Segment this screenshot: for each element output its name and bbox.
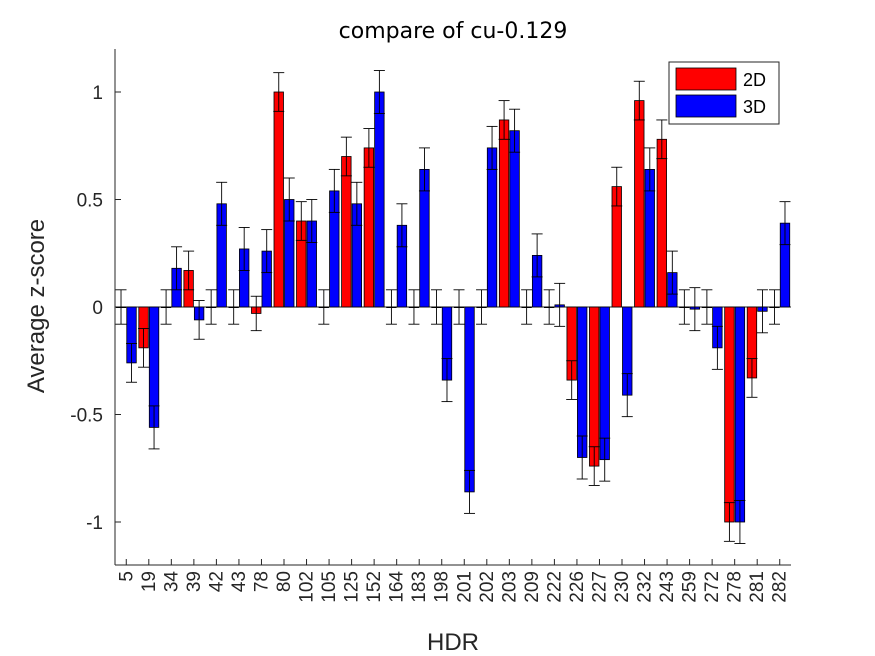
y-tick-label: 0.5 — [77, 191, 103, 212]
bar-3d-278 — [734, 306, 746, 523]
x-tick-label: 222 — [544, 571, 565, 603]
x-tick-label: 232 — [635, 571, 656, 603]
x-tick-label: 78 — [251, 571, 272, 592]
y-tick-label: 0 — [92, 298, 103, 319]
x-tick-label: 43 — [229, 571, 250, 592]
chart-title: compare of cu-0.129 — [339, 19, 568, 44]
legend-swatch-3d — [675, 94, 737, 118]
x-tick-label: 209 — [522, 571, 543, 603]
bar-2d-80 — [273, 91, 284, 308]
x-tick-label: 183 — [409, 571, 430, 603]
y-tick-label: -0.5 — [70, 406, 103, 427]
bar-2d-227 — [589, 306, 600, 467]
legend-label-3d: 3D — [743, 97, 766, 117]
x-axis-label: HDR — [427, 629, 479, 656]
bar-3d-203 — [509, 130, 520, 308]
x-tick-label: 34 — [161, 571, 182, 593]
x-tick-label: 125 — [342, 571, 363, 603]
x-tick-label: 202 — [477, 571, 498, 603]
x-tick-label: 102 — [297, 571, 318, 603]
x-tick-label: 5 — [116, 571, 137, 582]
bar-3d-152 — [374, 91, 385, 308]
x-tick-label: 272 — [702, 571, 723, 603]
bar-3d-202 — [486, 147, 498, 308]
legend-swatch-2d — [675, 67, 737, 91]
bar-2d-278 — [724, 306, 735, 523]
bar-3d-201 — [464, 306, 475, 493]
x-tick-label: 42 — [206, 571, 227, 592]
bar-2d-203 — [498, 119, 510, 308]
y-tick-label: -1 — [86, 513, 103, 534]
bar-2d-152 — [363, 147, 375, 308]
x-tick-label: 80 — [274, 571, 295, 592]
x-tick-label: 152 — [364, 571, 385, 603]
plot-area: -1 -0.5 0 0.5 1 5 19 34 39 42 43 78 80 102 105 125 152 16… — [70, 49, 791, 603]
x-tick-label: 201 — [454, 571, 475, 603]
x-tick-label: 281 — [747, 571, 768, 603]
bar-2d-232 — [634, 100, 645, 308]
x-tick-label: 198 — [432, 571, 453, 603]
x-tick-label: 164 — [387, 571, 408, 603]
x-tick-label: 203 — [499, 571, 520, 603]
bar-3d-226 — [577, 306, 588, 458]
legend-label-2d: 2D — [743, 70, 766, 90]
x-tick-label: 19 — [139, 571, 160, 592]
x-tick-label: 227 — [589, 571, 610, 603]
bar-2d-243 — [656, 138, 667, 308]
x-tick-label: 39 — [184, 571, 205, 592]
bar-3d-227 — [599, 306, 610, 461]
x-tick-label: 105 — [319, 571, 340, 603]
y-axis-label: Average z-score — [23, 219, 50, 393]
x-tick-label: 259 — [680, 571, 701, 603]
x-tick-label: 282 — [770, 571, 791, 603]
y-tick-label: 1 — [92, 83, 103, 104]
x-tick-label: 278 — [725, 571, 746, 603]
x-tick-label: 226 — [567, 571, 588, 603]
bar-2d-125 — [341, 156, 352, 308]
x-tick-label: 230 — [612, 571, 633, 603]
x-tick-label: 243 — [657, 571, 678, 603]
